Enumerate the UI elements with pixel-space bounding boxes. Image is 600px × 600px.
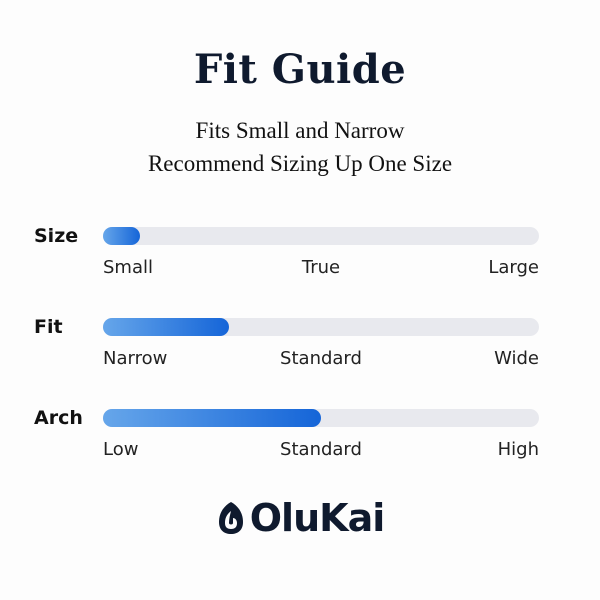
fit-label: Fit	[34, 316, 63, 338]
page-title: Fit Guide	[193, 46, 407, 93]
subtitle-line-1: Fits Small and Narrow	[195, 118, 405, 143]
fit-scale-mid: Standard	[280, 348, 362, 369]
brand-logo: OluKai	[0, 496, 600, 540]
fit-scale-high: Wide	[494, 348, 539, 369]
size-meter-fill	[103, 227, 141, 245]
size-label: Size	[34, 225, 79, 247]
arch-meter	[103, 409, 539, 427]
arch-meter-fill	[103, 409, 321, 427]
size-scale-mid: True	[301, 257, 341, 278]
arch-scale-low: Low	[103, 439, 139, 460]
fit-scale-low: Narrow	[103, 348, 168, 369]
fit-meter-fill	[103, 318, 230, 336]
size-scale-high: Large	[488, 257, 539, 278]
arch-scale-mid: Standard	[280, 439, 362, 460]
fit-meter	[103, 318, 539, 336]
arch-label: Arch	[34, 407, 83, 429]
size-scale-low: Small	[103, 257, 153, 278]
arch-scale-high: High	[497, 439, 539, 460]
size-meter	[103, 227, 539, 245]
subtitle-line-2: Recommend Sizing Up One Size	[147, 151, 453, 176]
logo-text: OluKai	[249, 496, 385, 540]
fishhook-logo-icon	[218, 502, 243, 534]
